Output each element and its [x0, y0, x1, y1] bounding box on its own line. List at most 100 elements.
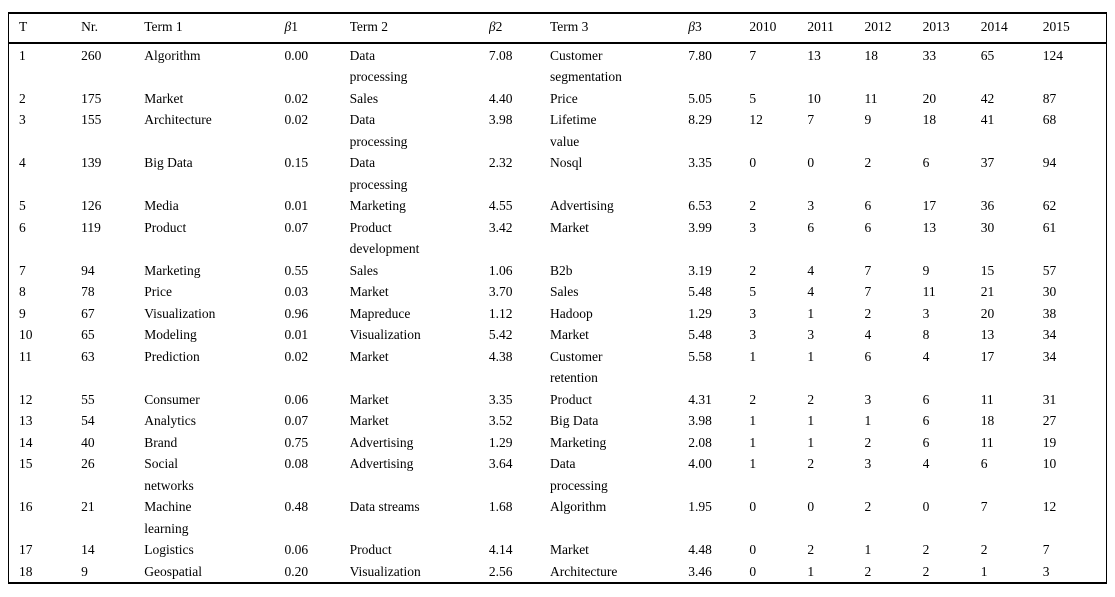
table-cell-term-1: Market	[144, 90, 184, 106]
table-cell-beta1: 0.48	[284, 499, 309, 514]
table-cell-2011: 6	[807, 219, 815, 235]
table-cell-nr: 21	[81, 499, 95, 514]
table-cell-term-1: Machine learning	[144, 499, 192, 536]
table-cell-2012: 2	[864, 305, 872, 321]
table-cell-2015: 68	[1042, 112, 1057, 127]
table-cell-2011: 0	[807, 499, 815, 514]
table-cell-2010: 1	[749, 348, 757, 364]
table-cell-2013: 0	[922, 499, 930, 514]
table-cell-2015: 34	[1042, 327, 1057, 342]
table-cell-beta3: 8.29	[688, 112, 712, 127]
table-cell-beta3: 4.00	[688, 456, 712, 471]
column-header-2011: 2011	[807, 14, 865, 44]
table-cell-beta2: 4.38	[488, 348, 513, 364]
beta-symbol: β	[488, 19, 496, 34]
table-cell-term-3: Hadoop	[549, 305, 593, 321]
table-cell-term-2: Mapreduce	[349, 305, 411, 321]
table-cell-beta1: 0.07	[284, 219, 309, 235]
table-cell-2010: 5	[749, 90, 757, 106]
table-cell-t: 9	[19, 305, 26, 321]
table-cell-2014: 11	[980, 391, 994, 407]
table-cell-2011: 3	[807, 327, 815, 342]
table-cell-beta2: 2.56	[488, 563, 513, 579]
table-cell-t: 12	[19, 391, 33, 407]
table-cell-2013: 20	[922, 90, 937, 106]
table-cell-2015: 57	[1042, 262, 1057, 278]
table-cell-term-2: Visualization	[349, 327, 421, 342]
column-header-beta3: β3	[688, 14, 750, 44]
column-header-2015: 2015	[1042, 14, 1106, 44]
table-cell-2010: 0	[749, 155, 757, 170]
table-cell-beta2: 3.70	[488, 284, 513, 299]
table-cell-t: 16	[19, 499, 33, 514]
table-cell-beta1: 0.96	[284, 305, 309, 321]
table-cell-2013: 3	[922, 305, 930, 321]
table-cell-term-3: Market	[549, 542, 589, 557]
table-cell-term-3: Architecture	[549, 563, 618, 579]
table-cell-term-3: Price	[549, 90, 578, 106]
table-cell-nr: 175	[81, 90, 102, 106]
column-header-beta2: β2	[488, 14, 550, 44]
table-cell-beta3: 3.98	[688, 413, 712, 428]
table-cell-t: 17	[19, 542, 33, 557]
column-header-2010: 2010	[749, 14, 808, 44]
table-cell-t: 13	[19, 413, 33, 428]
table-cell-2014: 15	[980, 262, 995, 278]
table-cell-term-3: Sales	[549, 284, 579, 299]
table-cell-2011: 13	[807, 47, 821, 63]
table-cell-2013: 4	[922, 456, 930, 471]
table-cell-2013: 2	[922, 542, 930, 557]
table-cell-2010: 0	[749, 542, 757, 557]
table-cell-beta3: 3.99	[688, 219, 712, 235]
table-cell-t: 18	[19, 563, 33, 579]
table-cell-2013: 6	[922, 155, 930, 170]
table-row: 10 65 Modeling 0.01 Visualization 5.42 Market 5…	[9, 324, 1106, 346]
table-row: 15 26 Social networks 0.08 Advertising 3.64 Da…	[9, 453, 1106, 496]
table-cell-term-1: Geospatial	[144, 563, 202, 579]
table-cell-2011: 0	[807, 155, 815, 170]
table-cell-term-2: Product	[349, 542, 392, 557]
table-cell-2015: 61	[1042, 219, 1057, 235]
table-cell-beta3: 1.29	[688, 305, 712, 321]
table-cell-beta1: 0.02	[284, 90, 309, 106]
table-cell-beta2: 1.29	[488, 434, 513, 450]
table-cell-term-2: Market	[349, 391, 389, 407]
table-cell-beta3: 7.80	[688, 47, 712, 63]
column-header-term-2: Term 2	[349, 14, 489, 44]
table-cell-term-2: Market	[349, 284, 389, 299]
table-header-row: T Nr. Term 1 β1 Term 2 β2 Term 3 β3 2010 2011 2012…	[9, 14, 1106, 44]
table-cell-2011: 1	[807, 413, 815, 428]
table-cell-2012: 4	[864, 327, 872, 342]
table-cell-2012: 6	[864, 219, 872, 235]
table-cell-2010: 7	[749, 47, 757, 63]
table-cell-2012: 3	[864, 391, 872, 407]
table-cell-2015: 27	[1042, 413, 1057, 428]
table-cell-beta3: 4.31	[688, 391, 712, 407]
table-cell-beta2: 4.55	[488, 198, 513, 213]
table-cell-2014: 13	[980, 327, 995, 342]
table-cell-term-1: Product	[144, 219, 187, 235]
table-cell-2015: 12	[1042, 499, 1057, 514]
table-cell-beta1: 0.01	[284, 198, 309, 213]
table-cell-term-2: Sales	[349, 90, 379, 106]
table-cell-2011: 1	[807, 434, 815, 450]
table-cell-2013: 4	[922, 348, 930, 364]
table-cell-nr: 260	[81, 47, 102, 63]
table-cell-2015: 19	[1042, 434, 1057, 450]
table-cell-term-3: Data processing	[549, 456, 608, 493]
table-row: 11 63 Prediction 0.02 Market 4.38 Customer ret…	[9, 346, 1106, 389]
table-cell-2012: 1	[864, 542, 872, 557]
table-cell-2015: 94	[1042, 155, 1057, 170]
table-cell-2012: 6	[864, 198, 872, 213]
table-cell-2011: 3	[807, 198, 815, 213]
table-cell-nr: 139	[81, 155, 102, 170]
table-cell-2014: 1	[980, 563, 988, 579]
table-cell-term-2: Product development	[349, 219, 420, 257]
table-cell-beta2: 3.98	[488, 112, 513, 127]
table-cell-term-3: B2b	[549, 262, 573, 278]
table-cell-term-1: Media	[144, 198, 179, 213]
beta-symbol: β	[688, 19, 695, 34]
table-cell-term-1: Architecture	[144, 112, 212, 127]
table-cell-nr: 155	[81, 112, 102, 127]
table-cell-2012: 3	[864, 456, 872, 471]
